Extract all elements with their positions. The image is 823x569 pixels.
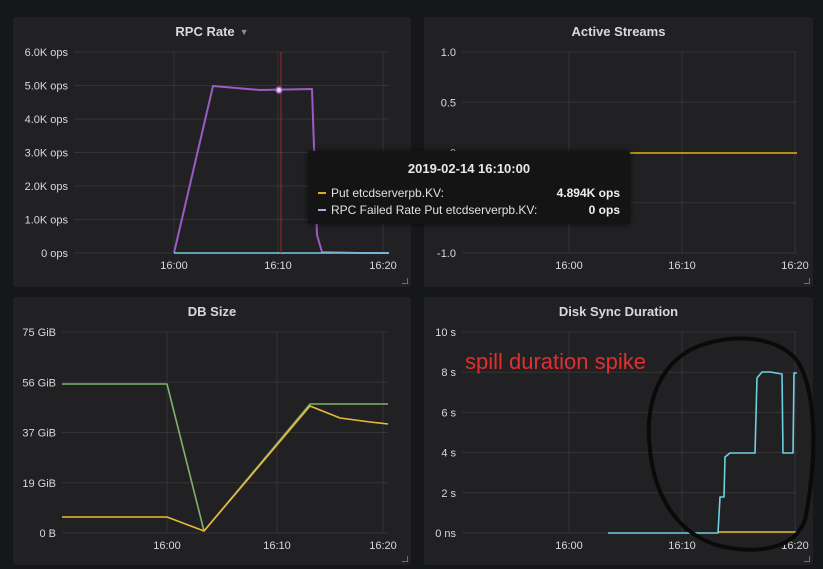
- y-tick-label: 75 GiB: [22, 327, 56, 339]
- y-tick-label: 8 s: [441, 367, 456, 379]
- x-tick-label: 16:00: [153, 540, 181, 552]
- y-tick-label: 1.0: [441, 47, 456, 59]
- series-line: [62, 383, 388, 532]
- y-tick-label: 19 GiB: [22, 478, 56, 490]
- tooltip-series-name: RPC Failed Rate Put etcdserverpb.KV:: [331, 202, 538, 217]
- y-tick-label: 0 ops: [41, 248, 68, 260]
- resize-handle-icon[interactable]: [402, 278, 408, 284]
- x-tick-label: 16:20: [781, 260, 809, 272]
- series-line: [62, 405, 389, 532]
- y-tick-label: 3.0K ops: [25, 148, 69, 160]
- panel-title[interactable]: Disk Sync Duration: [424, 297, 813, 327]
- y-tick-label: 10 s: [435, 327, 456, 339]
- x-tick-label: 16:10: [264, 260, 292, 272]
- x-tick-label: 16:20: [369, 260, 397, 272]
- tooltip-row: Put etcdserverpb.KV: 4.894K ops: [318, 184, 620, 201]
- y-tick-label: 4.0K ops: [25, 114, 69, 126]
- active-streams-title[interactable]: Active Streams: [571, 24, 666, 39]
- resize-handle-icon[interactable]: [402, 556, 408, 562]
- y-tick-label: 5.0K ops: [25, 81, 69, 93]
- x-tick-label: 16:10: [668, 540, 696, 552]
- panel-title[interactable]: DB Size: [13, 297, 411, 327]
- y-tick-label: 2.0K ops: [25, 181, 69, 193]
- tooltip-time: 2019-02-14 16:10:00: [407, 161, 531, 176]
- panel-title[interactable]: RPC Rate ▼: [13, 17, 411, 47]
- disk-sync-title[interactable]: Disk Sync Duration: [558, 304, 679, 319]
- y-tick-label: 2 s: [441, 488, 456, 500]
- x-tick-label: 16:10: [668, 260, 696, 272]
- y-tick-label: 0 ns: [435, 528, 456, 540]
- y-tick-label: 56 GiB: [22, 377, 56, 389]
- x-tick-label: 16:00: [555, 260, 583, 272]
- y-tick-label: 1.0K ops: [25, 215, 69, 227]
- x-tick-label: 16:20: [781, 540, 809, 552]
- tooltip-series-name: Put etcdserverpb.KV:: [331, 185, 444, 200]
- rpc-rate-title[interactable]: RPC Rate: [175, 24, 235, 39]
- y-tick-label: 6 s: [441, 407, 456, 419]
- tooltip-series-value: 0 ops: [588, 202, 620, 217]
- y-tick-label: 37 GiB: [22, 428, 56, 440]
- x-tick-label: 16:10: [263, 540, 291, 552]
- series-swatch-icon: [318, 208, 326, 211]
- y-tick-label: -1.0: [437, 248, 456, 260]
- panel-title[interactable]: Active Streams: [424, 17, 813, 47]
- resize-handle-icon[interactable]: [804, 556, 810, 562]
- x-tick-label: 16:00: [555, 540, 583, 552]
- y-tick-label: 0 B: [39, 528, 56, 540]
- tooltip-series-value: 4.894K ops: [556, 185, 620, 200]
- caret-down-icon[interactable]: ▼: [239, 27, 249, 37]
- x-tick-label: 16:20: [369, 540, 397, 552]
- x-tick-label: 16:00: [160, 260, 188, 272]
- resize-handle-icon[interactable]: [804, 278, 810, 284]
- hover-point: [275, 86, 283, 94]
- annotation-text: spill duration spike: [465, 349, 646, 374]
- tooltip-row: RPC Failed Rate Put etcdserverpb.KV: 0 o…: [318, 201, 620, 218]
- y-tick-label: 0.5: [441, 97, 456, 109]
- y-tick-label: 6.0K ops: [25, 47, 69, 59]
- db-size-title[interactable]: DB Size: [187, 304, 237, 319]
- y-tick-label: 4 s: [441, 448, 456, 460]
- hover-tooltip: 2019-02-14 16:10:00 Put etcdserverpb.KV:…: [308, 151, 630, 224]
- series-swatch-icon: [318, 191, 326, 194]
